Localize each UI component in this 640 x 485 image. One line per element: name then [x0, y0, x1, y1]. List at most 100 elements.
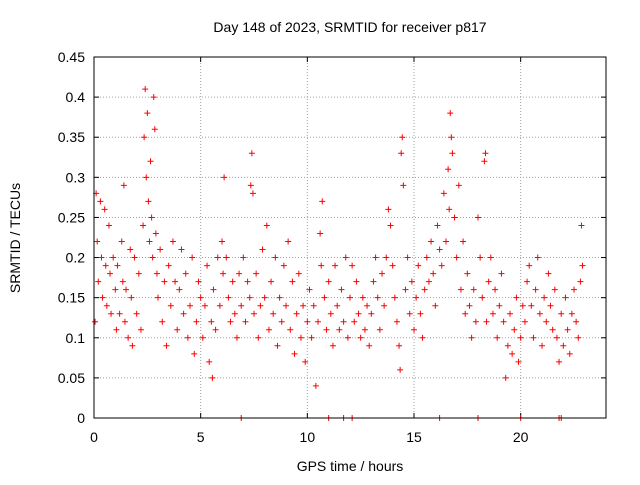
- data-point: [270, 310, 277, 317]
- data-point: [317, 230, 324, 237]
- data-point: [127, 246, 134, 253]
- data-point: [240, 254, 247, 261]
- data-point: [101, 206, 108, 213]
- data-point: [364, 302, 371, 309]
- data-point: [556, 358, 563, 365]
- data-point: [340, 318, 347, 325]
- data-point: [470, 286, 477, 293]
- data-point: [318, 262, 325, 269]
- data-point: [280, 262, 287, 269]
- data-point: [238, 302, 245, 309]
- data-point: [118, 238, 125, 245]
- data-point: [178, 246, 185, 253]
- data-point: [257, 302, 264, 309]
- data-point: [140, 222, 147, 229]
- data-point: [272, 254, 279, 261]
- data-point: [536, 310, 543, 317]
- data-point: [261, 294, 268, 301]
- data-point: [285, 238, 292, 245]
- data-point: [457, 286, 464, 293]
- data-point: [347, 294, 353, 301]
- data-point: [482, 150, 489, 157]
- data-point: [151, 126, 158, 133]
- data-point: [295, 270, 302, 277]
- data-point: [110, 254, 117, 261]
- data-point: [159, 318, 166, 325]
- data-point: [174, 326, 181, 333]
- data-point: [391, 294, 398, 301]
- data-point: [327, 310, 334, 317]
- data-point: [498, 270, 505, 277]
- data-point: [121, 318, 128, 325]
- data-point: [253, 270, 260, 277]
- data-point: [105, 222, 112, 229]
- data-point: [460, 238, 467, 245]
- data-point: [509, 350, 516, 357]
- data-point: [123, 286, 129, 293]
- data-point: [374, 294, 381, 301]
- data-point: [370, 278, 377, 285]
- data-point: [143, 174, 150, 181]
- data-point: [436, 246, 443, 253]
- data-point: [268, 278, 275, 285]
- data-point: [413, 294, 420, 301]
- data-point: [165, 262, 172, 269]
- data-point: [393, 318, 400, 325]
- data-point: [361, 326, 368, 333]
- data-point: [142, 86, 149, 93]
- data-point: [383, 254, 390, 261]
- y-tick-label: 0.25: [58, 209, 85, 225]
- data-point: [180, 310, 187, 317]
- data-point: [440, 190, 447, 197]
- data-point: [399, 134, 406, 141]
- data-point: [526, 262, 533, 269]
- data-point: [97, 198, 104, 205]
- data-point: [344, 334, 351, 341]
- data-point: [310, 302, 317, 309]
- data-point: [146, 238, 153, 245]
- data-point: [485, 278, 492, 285]
- data-point: [553, 334, 560, 341]
- data-point: [152, 230, 159, 237]
- data-point: [204, 262, 211, 269]
- data-point: [496, 302, 503, 309]
- data-point: [528, 302, 535, 309]
- data-point: [524, 278, 531, 285]
- data-point: [323, 326, 330, 333]
- data-point: [119, 278, 126, 285]
- data-point: [434, 222, 441, 229]
- data-point: [229, 278, 236, 285]
- data-point: [428, 238, 435, 245]
- data-point: [219, 238, 225, 245]
- data-point: [408, 278, 415, 285]
- data-point: [319, 198, 326, 205]
- data-point: [438, 262, 445, 269]
- data-point: [201, 302, 208, 309]
- data-point: [430, 270, 437, 277]
- data-point: [302, 358, 309, 365]
- data-point: [249, 190, 256, 197]
- data-point: [208, 318, 215, 325]
- data-point: [579, 262, 586, 269]
- data-point: [507, 310, 513, 317]
- x-tick-label: 0: [90, 429, 98, 445]
- data-point: [265, 326, 272, 333]
- data-point: [446, 206, 453, 213]
- data-point: [137, 326, 144, 333]
- data-point: [494, 334, 501, 341]
- data-point: [112, 286, 119, 293]
- data-point: [150, 94, 157, 101]
- data-point: [227, 318, 234, 325]
- data-point: [543, 318, 550, 325]
- data-point: [541, 294, 548, 301]
- data-point: [184, 334, 191, 341]
- data-point: [125, 334, 132, 341]
- data-point: [466, 302, 473, 309]
- data-point: [148, 214, 155, 221]
- data-point: [372, 254, 379, 261]
- data-point: [515, 358, 522, 365]
- data-point: [338, 286, 345, 293]
- data-point: [108, 310, 115, 317]
- data-point: [487, 254, 494, 261]
- y-axis-label: SRMTID / TECUs: [7, 183, 23, 293]
